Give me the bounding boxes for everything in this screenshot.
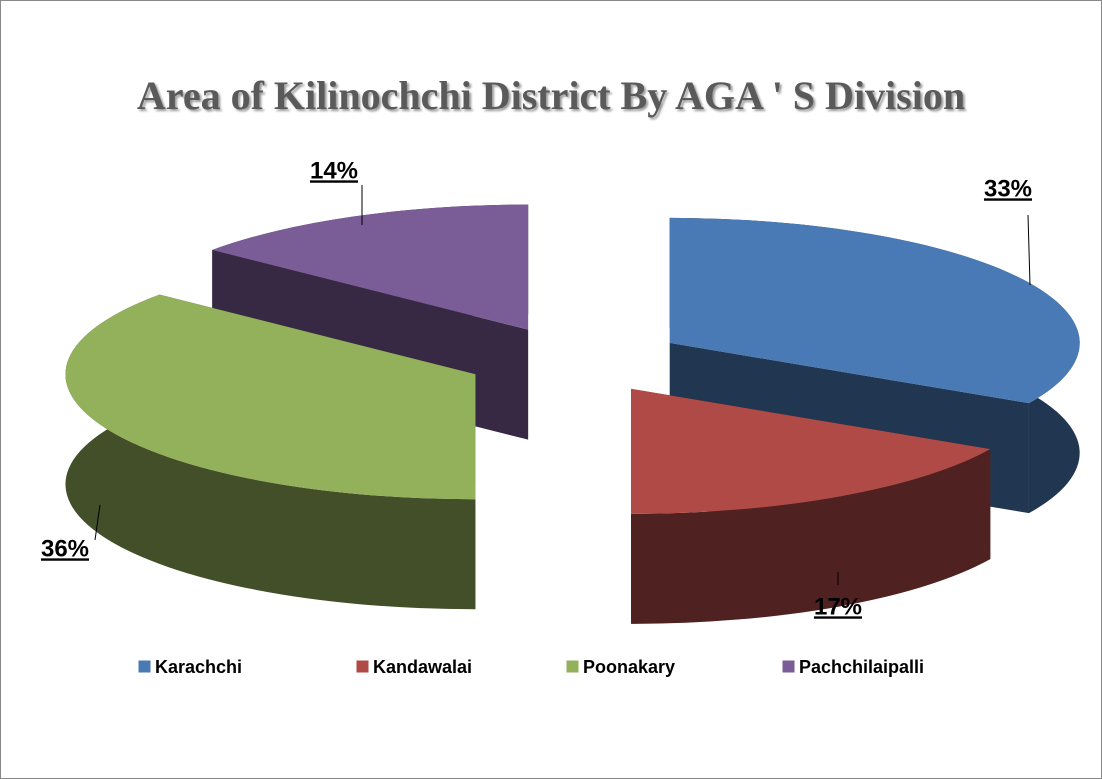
legend-swatch: [355, 659, 370, 674]
slice-top: [212, 204, 529, 330]
legend-label: Karachchi: [155, 657, 242, 677]
slice-wall: [65, 294, 476, 610]
legend-swatch: [565, 659, 580, 674]
slice-top: [669, 217, 1080, 404]
legend-label: Pachchilaipalli: [799, 657, 924, 677]
chart-title: Area of Kilinochchi District By AGA ' S …: [137, 73, 965, 118]
data-label: 17%: [814, 593, 862, 620]
legend-swatch: [137, 659, 152, 674]
legend-label: Kandawalai: [373, 657, 472, 677]
slice: [630, 388, 991, 624]
data-label: 36%: [41, 535, 89, 562]
data-label: 14%: [310, 157, 358, 184]
slice: [65, 294, 476, 610]
slice-wall: [630, 449, 991, 624]
slice-top: [65, 294, 476, 500]
data-label: 33%: [984, 175, 1032, 202]
leader-line: [94, 504, 101, 541]
slice-top: [630, 388, 991, 514]
leader-line: [1027, 214, 1031, 286]
legend-label: Poonakary: [583, 657, 675, 677]
legend-swatch: [781, 659, 796, 674]
